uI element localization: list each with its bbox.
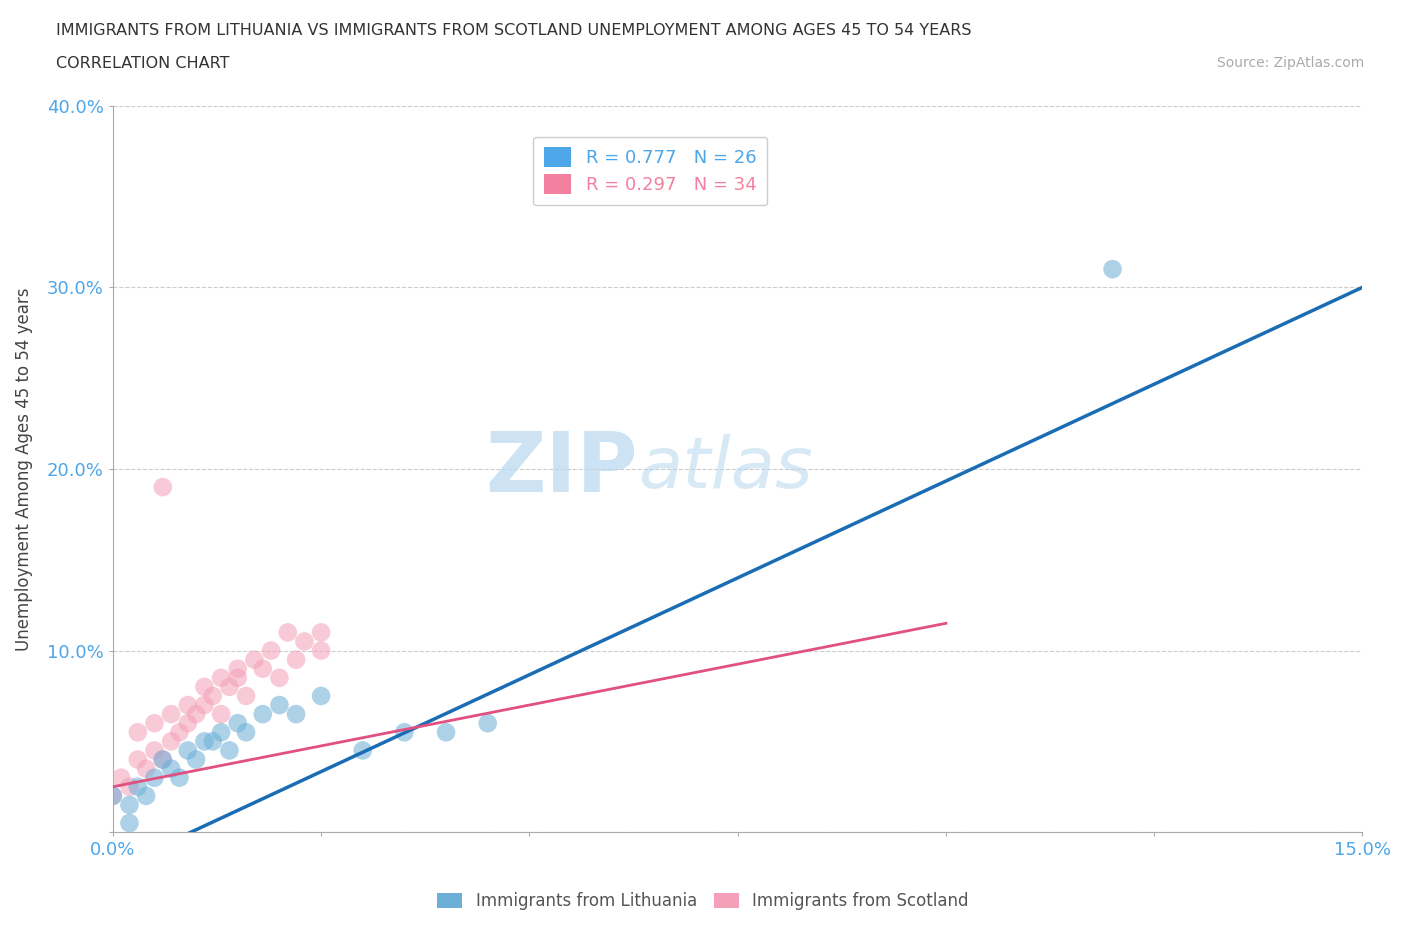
Point bbox=[209, 671, 232, 685]
Point bbox=[169, 724, 191, 739]
Point bbox=[277, 625, 299, 640]
Point bbox=[101, 789, 124, 804]
Point bbox=[135, 761, 157, 776]
Point bbox=[201, 688, 224, 703]
Point bbox=[143, 743, 166, 758]
Point bbox=[177, 698, 200, 712]
Point bbox=[235, 724, 257, 739]
Point bbox=[209, 724, 232, 739]
Point bbox=[235, 688, 257, 703]
Point bbox=[285, 652, 308, 667]
Point bbox=[143, 770, 166, 785]
Point bbox=[169, 770, 191, 785]
Point bbox=[309, 688, 332, 703]
Text: atlas: atlas bbox=[638, 434, 813, 503]
Point bbox=[260, 644, 283, 658]
Text: Source: ZipAtlas.com: Source: ZipAtlas.com bbox=[1216, 56, 1364, 70]
Point bbox=[193, 698, 215, 712]
Point bbox=[118, 798, 141, 813]
Point bbox=[118, 779, 141, 794]
Text: IMMIGRANTS FROM LITHUANIA VS IMMIGRANTS FROM SCOTLAND UNEMPLOYMENT AMONG AGES 45: IMMIGRANTS FROM LITHUANIA VS IMMIGRANTS … bbox=[56, 23, 972, 38]
Point bbox=[252, 661, 274, 676]
Point bbox=[201, 734, 224, 749]
Point bbox=[252, 707, 274, 722]
Point bbox=[127, 752, 149, 767]
Point bbox=[101, 789, 124, 804]
Point bbox=[218, 680, 240, 695]
Y-axis label: Unemployment Among Ages 45 to 54 years: Unemployment Among Ages 45 to 54 years bbox=[15, 287, 32, 651]
Point bbox=[143, 716, 166, 731]
Point bbox=[209, 707, 232, 722]
Point bbox=[477, 716, 499, 731]
Point bbox=[309, 625, 332, 640]
Point bbox=[135, 789, 157, 804]
Point bbox=[152, 480, 174, 495]
Point bbox=[160, 761, 183, 776]
Point bbox=[184, 752, 207, 767]
Point bbox=[294, 634, 316, 649]
Point bbox=[226, 716, 249, 731]
Point bbox=[152, 752, 174, 767]
Point bbox=[394, 724, 416, 739]
Point bbox=[193, 680, 215, 695]
Point bbox=[1101, 261, 1123, 276]
Point bbox=[309, 644, 332, 658]
Point bbox=[160, 707, 183, 722]
Point bbox=[177, 743, 200, 758]
Text: CORRELATION CHART: CORRELATION CHART bbox=[56, 56, 229, 71]
Point bbox=[285, 707, 308, 722]
Point bbox=[269, 671, 291, 685]
Point bbox=[152, 752, 174, 767]
Point bbox=[434, 724, 457, 739]
Point bbox=[243, 652, 266, 667]
Point bbox=[177, 716, 200, 731]
Text: ZIP: ZIP bbox=[485, 429, 638, 510]
Point bbox=[218, 743, 240, 758]
Point bbox=[352, 743, 374, 758]
Point bbox=[118, 816, 141, 830]
Point bbox=[127, 779, 149, 794]
Point bbox=[184, 707, 207, 722]
Point bbox=[127, 724, 149, 739]
Legend: R = 0.777   N = 26, R = 0.297   N = 34: R = 0.777 N = 26, R = 0.297 N = 34 bbox=[533, 137, 768, 206]
Point bbox=[193, 734, 215, 749]
Legend: Immigrants from Lithuania, Immigrants from Scotland: Immigrants from Lithuania, Immigrants fr… bbox=[430, 885, 976, 917]
Point bbox=[110, 770, 132, 785]
Point bbox=[269, 698, 291, 712]
Point bbox=[160, 734, 183, 749]
Point bbox=[226, 671, 249, 685]
Point bbox=[226, 661, 249, 676]
